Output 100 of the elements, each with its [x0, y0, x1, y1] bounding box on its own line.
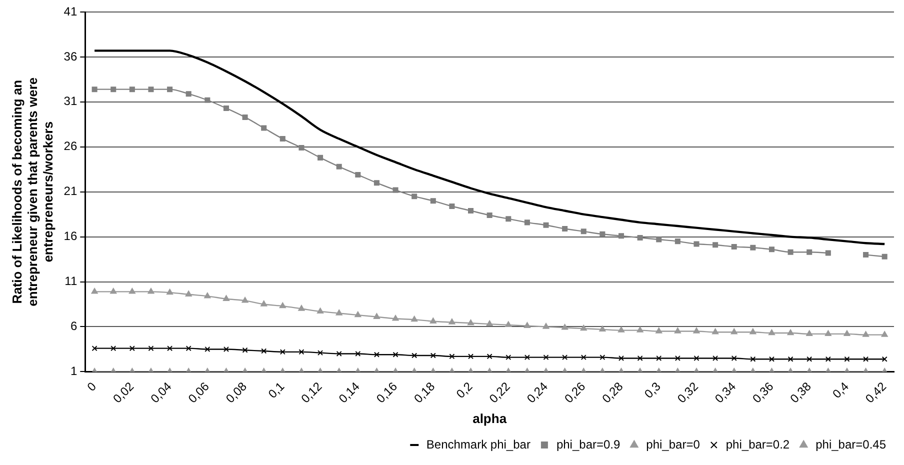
point [562, 324, 568, 330]
point [882, 254, 888, 260]
point [806, 330, 813, 336]
point [128, 288, 136, 294]
point [279, 302, 286, 308]
point [505, 321, 512, 328]
point [562, 226, 568, 232]
point [392, 314, 399, 321]
point [712, 242, 718, 248]
x-tick-label: 0,28 [599, 379, 626, 406]
point [506, 216, 512, 222]
point [674, 355, 680, 361]
point [336, 310, 342, 316]
point [468, 354, 474, 360]
point [542, 323, 550, 329]
point [806, 356, 812, 362]
point [110, 288, 117, 294]
y-tick-label: 1 [70, 364, 78, 378]
x-tick-label: 0,26 [562, 379, 588, 406]
legend-label: phi_bar=0.45 [816, 437, 886, 452]
point [260, 300, 268, 306]
x-tick-label: 0,12 [298, 379, 325, 406]
x-tick-label: 0 [84, 379, 100, 394]
point [656, 328, 662, 334]
point [731, 244, 737, 250]
y-tick-label: 11 [64, 274, 78, 288]
point [543, 354, 549, 360]
point [618, 355, 624, 361]
point [354, 311, 362, 318]
point [148, 288, 154, 294]
y-tick-label: 21 [64, 184, 78, 198]
point [730, 328, 738, 334]
x-tick-label: 0,3 [642, 379, 664, 402]
point [92, 86, 98, 92]
point [186, 346, 192, 352]
point [806, 249, 812, 255]
x-tick-label: 0,38 [787, 379, 814, 406]
point [392, 352, 398, 358]
y-tick-label: 26 [64, 139, 78, 154]
point [600, 354, 606, 360]
point [768, 356, 774, 362]
x-tick-label: 0,36 [750, 379, 776, 406]
legend-label: phi_bar=0.2 [726, 437, 790, 452]
point [186, 91, 192, 97]
y-tick-label: 6 [70, 319, 78, 334]
point [129, 86, 135, 92]
line-series [93, 50, 886, 246]
point [788, 356, 794, 362]
point [599, 326, 606, 332]
x-tick-label: 0,18 [411, 379, 438, 406]
point [618, 326, 625, 332]
point [223, 105, 229, 111]
point [524, 220, 530, 226]
point [580, 354, 586, 360]
point [336, 164, 342, 170]
point [844, 356, 850, 362]
point [355, 350, 361, 356]
x-tick-label: 0,32 [674, 379, 702, 406]
point [317, 308, 324, 314]
point [110, 346, 116, 352]
point [524, 354, 530, 360]
point [694, 241, 700, 247]
point [449, 354, 455, 360]
point [787, 329, 794, 336]
point [468, 208, 474, 214]
y-axis-title: Ratio of Likelihoods of becoming an entrepreneur given that parents were entrepreneurs/workers [9, 77, 56, 306]
y-tick-label: 16 [64, 229, 78, 244]
point [449, 203, 455, 210]
point [788, 249, 794, 255]
point [280, 349, 286, 355]
point [882, 356, 888, 362]
point [636, 326, 644, 332]
point [318, 154, 324, 160]
point [768, 246, 774, 252]
point [825, 356, 831, 362]
point [731, 355, 737, 361]
legend-label: Benchmark phi_bar [426, 437, 530, 452]
point [618, 233, 624, 239]
x-tick-label: 0,34 [712, 379, 739, 406]
point [298, 349, 304, 355]
point [242, 114, 248, 120]
point [486, 354, 492, 360]
point [448, 318, 456, 324]
y-tick-label: 41 [64, 4, 78, 18]
point [430, 198, 436, 204]
point [694, 355, 700, 361]
point [506, 354, 512, 360]
point [825, 250, 831, 256]
y-tick-label: 31 [64, 94, 78, 108]
point [355, 172, 361, 178]
point [524, 322, 530, 328]
point [223, 346, 229, 352]
point [110, 86, 116, 92]
x-tick-label: 0,16 [374, 379, 400, 406]
point [580, 324, 587, 331]
point [373, 313, 380, 319]
point [204, 346, 210, 352]
point [298, 305, 305, 311]
point [712, 328, 719, 334]
point [167, 346, 173, 352]
